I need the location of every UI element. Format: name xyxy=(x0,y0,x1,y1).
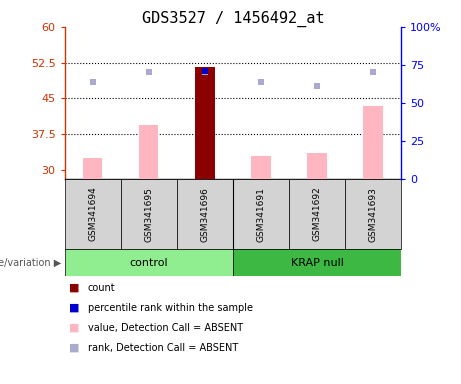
Text: control: control xyxy=(130,258,168,268)
Bar xyxy=(195,68,214,179)
Bar xyxy=(251,156,271,179)
Text: ■: ■ xyxy=(69,283,80,293)
Text: value, Detection Call = ABSENT: value, Detection Call = ABSENT xyxy=(88,323,242,333)
Title: GDS3527 / 1456492_at: GDS3527 / 1456492_at xyxy=(142,11,324,27)
Text: percentile rank within the sample: percentile rank within the sample xyxy=(88,303,253,313)
Bar xyxy=(233,179,289,249)
Text: GSM341694: GSM341694 xyxy=(88,187,97,242)
Text: rank, Detection Call = ABSENT: rank, Detection Call = ABSENT xyxy=(88,343,238,353)
Bar xyxy=(65,179,121,249)
Text: ■: ■ xyxy=(69,343,80,353)
Bar xyxy=(307,153,327,179)
Text: GSM341691: GSM341691 xyxy=(256,187,266,242)
Text: ■: ■ xyxy=(69,323,80,333)
Bar xyxy=(121,179,177,249)
Bar xyxy=(233,249,401,276)
Bar xyxy=(83,158,102,179)
Text: GSM341692: GSM341692 xyxy=(313,187,321,242)
Bar xyxy=(65,249,233,276)
Text: ■: ■ xyxy=(69,303,80,313)
Text: GSM341693: GSM341693 xyxy=(368,187,378,242)
Bar xyxy=(345,179,401,249)
Text: count: count xyxy=(88,283,115,293)
Text: GSM341696: GSM341696 xyxy=(200,187,209,242)
Text: KRAP null: KRAP null xyxy=(290,258,343,268)
Text: genotype/variation ▶: genotype/variation ▶ xyxy=(0,258,62,268)
Bar xyxy=(363,106,383,179)
Bar xyxy=(289,179,345,249)
Bar xyxy=(139,124,159,179)
Text: GSM341695: GSM341695 xyxy=(144,187,153,242)
Bar xyxy=(177,179,233,249)
